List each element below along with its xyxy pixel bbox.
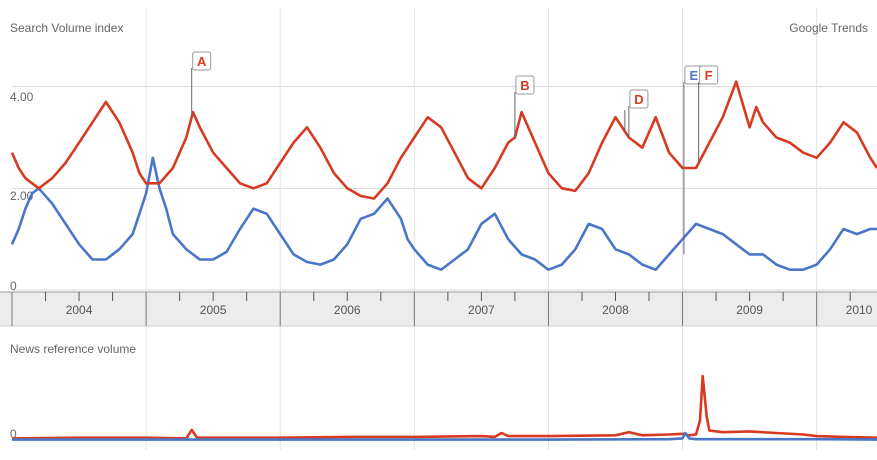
year-label: 2007 — [468, 303, 495, 317]
year-label: 2005 — [200, 303, 227, 317]
news-series-line-0 — [11, 374, 877, 440]
news-series-line-1 — [12, 431, 877, 441]
flag-box — [699, 65, 719, 85]
year-label: 2004 — [66, 303, 93, 317]
annotation-flag-d: D — [628, 89, 649, 138]
y-tick-label: 0 — [10, 279, 17, 293]
search-series-line-0 — [10, 156, 877, 272]
flag-label: F — [705, 68, 713, 83]
y-tick-label: 2.00 — [10, 189, 34, 203]
annotation-flags: A B D E F — [191, 51, 719, 255]
flag-label: D — [634, 92, 643, 107]
flag-box — [515, 75, 535, 95]
year-band: 2004 2005 2006 2007 2008 2009 2010 — [0, 291, 877, 327]
bottom-series-lines — [11, 374, 877, 441]
flag-box — [629, 89, 649, 109]
year-label: 2006 — [334, 303, 361, 317]
top-series-lines — [10, 80, 877, 272]
flag-box — [192, 51, 212, 71]
search-series-line-1 — [10, 80, 877, 200]
y-tick-label: 4.00 — [10, 90, 34, 104]
top-chart-title: Search Volume index — [10, 21, 123, 35]
brand-label: Google Trends — [789, 21, 868, 35]
annotation-flag-a: A — [191, 51, 212, 118]
annotation-flag-f: F — [698, 65, 719, 163]
year-label: 2010 — [846, 303, 873, 317]
flag-label: A — [197, 54, 207, 69]
flag-label: B — [520, 78, 529, 93]
flag-label: E — [690, 68, 699, 83]
year-label: 2009 — [736, 303, 763, 317]
bottom-chart-title: News reference volume — [10, 342, 136, 356]
bottom-y-tick-label: 0 — [10, 427, 17, 441]
top-grid — [12, 8, 877, 450]
annotation-flag-b: B — [514, 75, 535, 138]
year-label: 2008 — [602, 303, 629, 317]
